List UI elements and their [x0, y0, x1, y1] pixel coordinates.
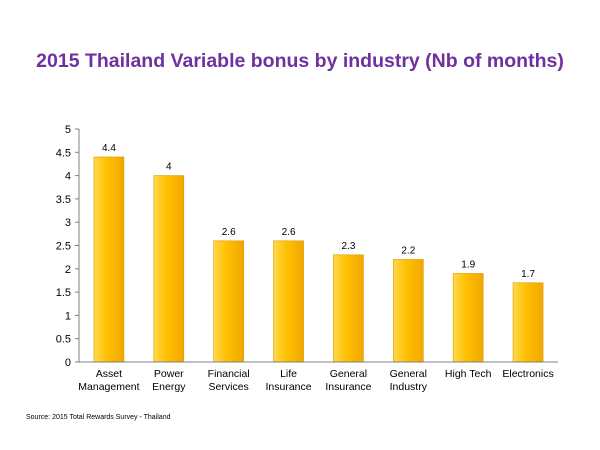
category-label-line: Insurance — [325, 381, 371, 393]
data-label: 4 — [166, 162, 172, 173]
data-label: 2.6 — [222, 227, 236, 238]
category-label: Asset Management — [78, 368, 139, 393]
data-label: 1.9 — [461, 259, 475, 270]
chart-title: 2015 Thailand Variable bonus by industry… — [36, 50, 564, 72]
y-tick-label: 3 — [65, 217, 71, 229]
category-label-line: Power — [154, 368, 184, 380]
data-label: 2.2 — [401, 245, 415, 256]
category-label-line: Insurance — [266, 381, 312, 393]
bar — [393, 259, 424, 363]
category-label: Power Energy — [152, 368, 186, 393]
category-label-line: Asset — [96, 368, 122, 380]
data-label: 2.6 — [282, 227, 296, 238]
bar — [512, 282, 544, 363]
y-tick-label: 0.5 — [56, 334, 71, 346]
bar — [153, 175, 185, 363]
category-label: Electronics — [502, 368, 553, 380]
x-axis: Asset Management Power Energy Financial Servi… — [78, 361, 558, 393]
data-label: 1.7 — [521, 269, 535, 280]
bar — [333, 254, 364, 363]
category-label-line: Financial — [208, 368, 250, 380]
bar — [273, 240, 304, 363]
y-tick-label: 1 — [65, 310, 71, 322]
category-label-line: Industry — [390, 381, 428, 393]
bar — [213, 240, 244, 363]
category-label: Life Insurance — [266, 368, 312, 393]
category-label-line: Electronics — [502, 368, 553, 380]
source-note: Source: 2015 Total Rewards Survey - Thai… — [26, 414, 171, 421]
category-label-line: Life — [280, 368, 297, 380]
bars: 4.4 4 2.6 2.6 2.3 2.2 1.9 1.7 — [93, 143, 544, 363]
y-tick-label: 2 — [65, 264, 71, 276]
data-label: 2.3 — [341, 241, 355, 252]
category-label-line: Services — [209, 381, 249, 393]
y-tick-label: 2.5 — [56, 241, 71, 253]
category-label-line: General — [390, 368, 427, 380]
data-label: 4.4 — [102, 143, 116, 154]
category-label: Financial Services — [208, 368, 250, 393]
y-tick-label: 1.5 — [56, 287, 71, 299]
category-label: General Insurance — [325, 368, 371, 393]
category-label-line: Management — [78, 381, 139, 393]
category-label-line: High Tech — [445, 368, 492, 380]
bar — [93, 156, 125, 363]
y-tick-label: 0 — [65, 357, 71, 369]
bar — [452, 273, 484, 363]
category-label-line: Energy — [152, 381, 186, 393]
y-tick-label: 4 — [65, 171, 71, 183]
y-axis: 0 0.5 1 1.5 2 2.5 3 3.5 4 4.5 5 — [56, 124, 80, 369]
y-tick-label: 5 — [65, 124, 71, 136]
category-label-line: General — [330, 368, 367, 380]
category-label: General Industry — [390, 368, 428, 393]
category-label: High Tech — [445, 368, 492, 380]
y-tick-label: 3.5 — [56, 194, 71, 206]
y-tick-label: 4.5 — [56, 147, 71, 159]
